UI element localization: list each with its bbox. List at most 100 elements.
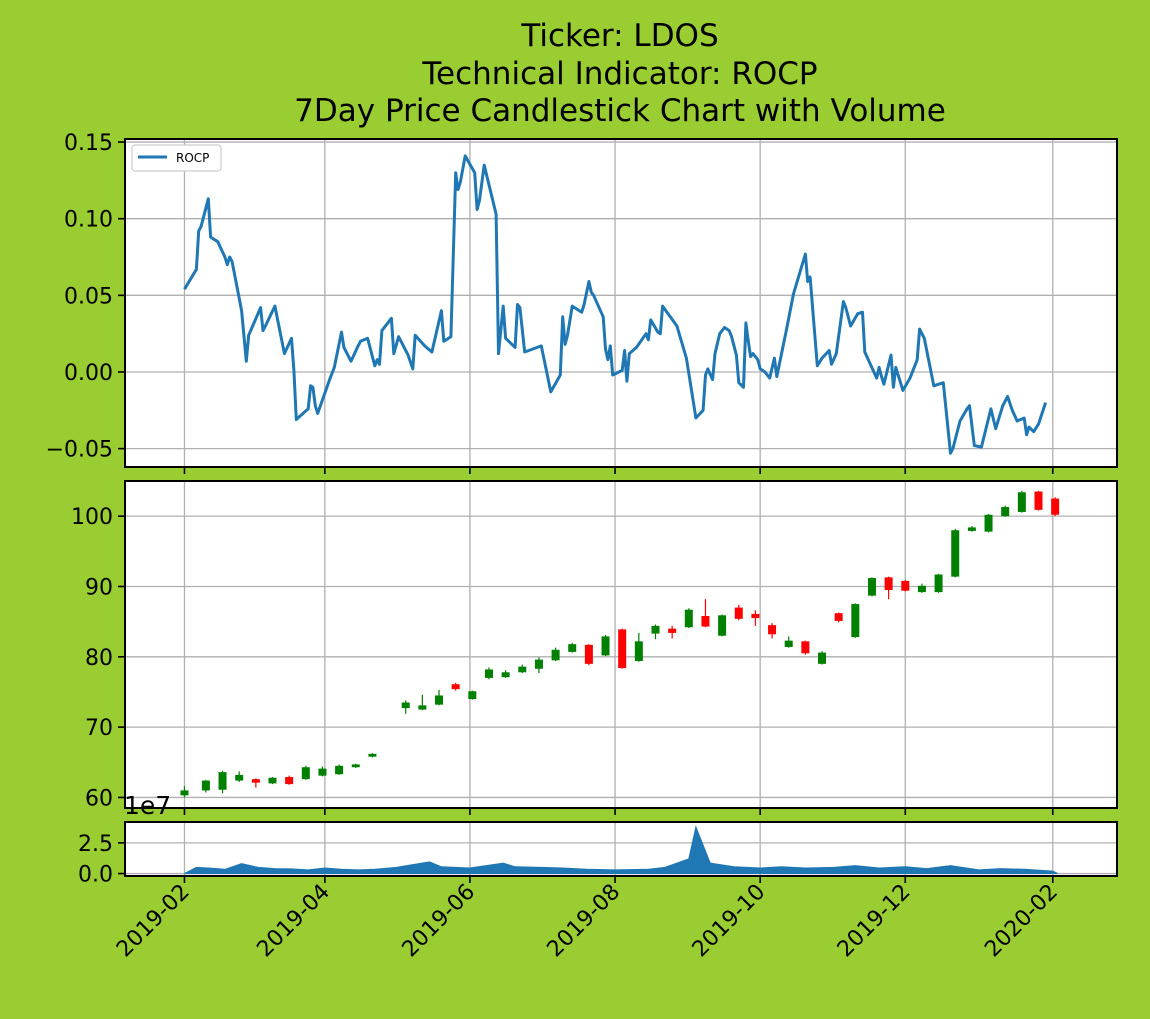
candle-body — [967, 527, 976, 531]
candle-35 — [784, 636, 793, 648]
candle-body — [451, 684, 460, 690]
candle-body — [518, 666, 527, 673]
candle-body — [867, 578, 876, 596]
y-tick-label-3: 0.10 — [64, 208, 113, 233]
candle-body — [568, 644, 577, 652]
candle-body — [851, 604, 860, 638]
candle-5 — [268, 777, 277, 785]
candle-body — [218, 772, 227, 790]
candle-32 — [734, 604, 743, 621]
price-gridlines — [125, 481, 1117, 808]
candle-37 — [818, 651, 827, 665]
candle-51 — [1051, 497, 1060, 517]
candle-body — [484, 669, 493, 678]
candle-45 — [951, 528, 960, 578]
y-tick-label-3: 90 — [85, 575, 113, 600]
candle-body — [768, 625, 777, 635]
title-line-3: 7Day Price Candlestick Chart with Volume — [294, 93, 946, 129]
y-tick-label-2: 80 — [85, 646, 113, 671]
price-panel: 60 70 80 90 100 — [71, 480, 1118, 815]
y-tick-label-4: 100 — [71, 505, 113, 530]
candle-body — [301, 767, 310, 780]
candle-21 — [551, 647, 560, 662]
candle-40 — [867, 577, 876, 597]
candle-body — [634, 641, 643, 662]
candle-body — [318, 768, 327, 776]
candle-30 — [701, 599, 710, 628]
volume-area — [184, 825, 1058, 874]
candle-9 — [335, 764, 344, 775]
candle-body — [551, 649, 560, 661]
y-tick-label-1: 0.00 — [64, 361, 113, 386]
candle-49 — [1017, 490, 1026, 513]
candle-8 — [318, 766, 327, 777]
candle-body — [884, 577, 893, 590]
candle-46 — [967, 526, 976, 532]
candle-body — [501, 672, 510, 678]
candle-43 — [917, 583, 926, 593]
candle-47 — [984, 514, 993, 533]
candle-4 — [251, 778, 260, 788]
candle-36 — [801, 640, 810, 655]
candle-16 — [468, 690, 477, 700]
candle-39 — [851, 603, 860, 638]
candlesticks — [180, 490, 1060, 798]
y-tick-label-2: 0.05 — [64, 284, 113, 309]
candle-2 — [218, 770, 227, 794]
candle-body — [801, 641, 810, 654]
y-tick-label-1: 2.5 — [78, 832, 113, 857]
candle-26 — [634, 632, 643, 662]
candle-50 — [1034, 490, 1043, 511]
candle-14 — [435, 689, 444, 706]
candle-body — [468, 691, 477, 699]
y-tick-label-4: 0.15 — [64, 131, 113, 156]
y-tick-label-1: 70 — [85, 716, 113, 741]
candle-34 — [768, 623, 777, 639]
candle-body — [668, 628, 677, 633]
candle-body — [651, 625, 660, 634]
candle-18 — [501, 670, 510, 678]
candle-body — [917, 585, 926, 593]
rocp-x-tick-marks — [183, 467, 1054, 474]
candle-body — [601, 636, 610, 656]
candle-24 — [601, 635, 610, 657]
candle-body — [201, 780, 210, 791]
candle-body — [1017, 492, 1026, 512]
candle-body — [401, 702, 410, 709]
candle-42 — [901, 580, 910, 592]
candle-body — [251, 779, 260, 783]
y-tick-label-0: −0.05 — [46, 438, 113, 463]
candle-body — [435, 695, 444, 705]
candle-body — [351, 764, 360, 768]
candle-body — [718, 615, 727, 636]
candle-body — [901, 580, 910, 591]
candle-0 — [180, 786, 189, 798]
candle-body — [951, 530, 960, 577]
candle-body — [180, 790, 189, 796]
candle-body — [734, 607, 743, 619]
candle-body — [285, 777, 294, 785]
candle-body — [368, 753, 377, 757]
rocp-plot-area — [125, 139, 1117, 467]
price-x-tick-marks — [183, 808, 1054, 815]
rocp-frame — [124, 138, 1118, 468]
candle-15 — [451, 682, 460, 691]
candle-31 — [718, 614, 727, 637]
candle-19 — [518, 664, 527, 673]
candle-body — [268, 777, 277, 784]
volume-offset-label: 1e7 — [124, 791, 171, 820]
rocp-series — [183, 154, 1048, 455]
legend-box — [131, 144, 222, 172]
volume-y-ticks: 0.02.5 — [78, 832, 125, 888]
candle-38 — [834, 612, 843, 623]
candle-body — [418, 705, 427, 710]
candle-body — [984, 514, 993, 532]
candle-body — [584, 644, 593, 664]
y-tick-label-0: 0.0 — [78, 863, 113, 888]
candle-body — [751, 613, 760, 619]
candle-body — [684, 609, 693, 628]
candle-6 — [285, 775, 294, 785]
candle-17 — [484, 667, 493, 680]
volume-frame — [124, 821, 1118, 877]
